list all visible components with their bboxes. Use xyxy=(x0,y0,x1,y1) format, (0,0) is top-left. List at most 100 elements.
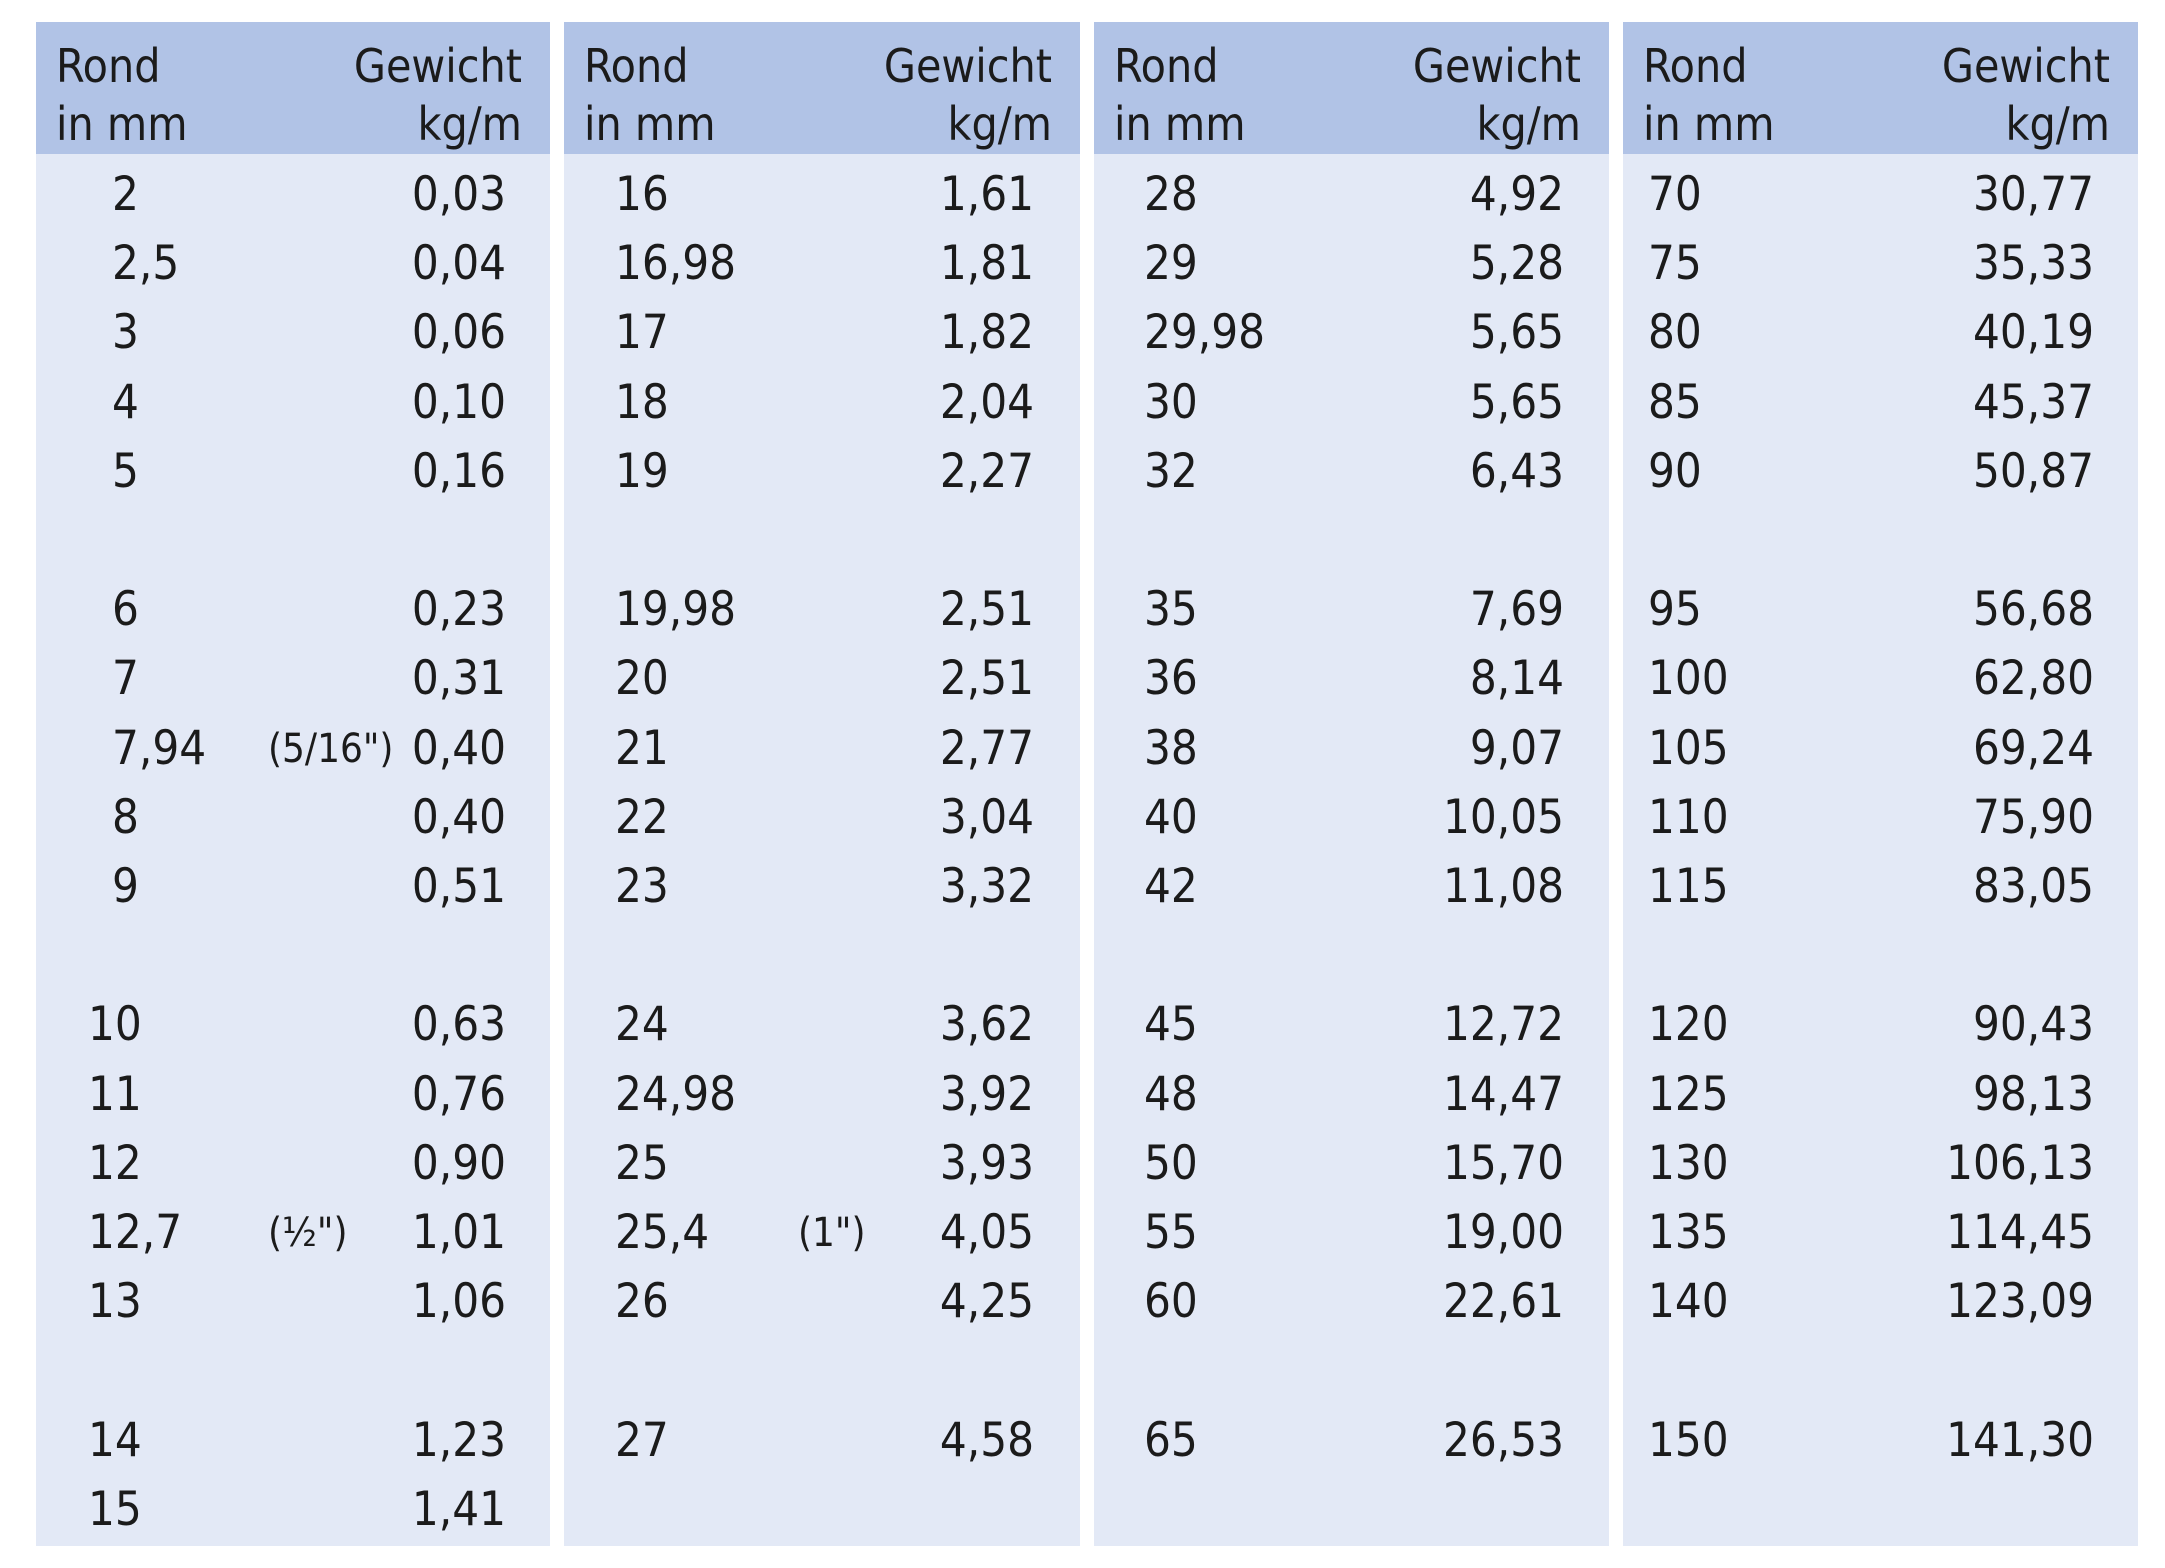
table-row: 38 9,07 xyxy=(1094,719,1609,779)
table-row: 42 11,08 xyxy=(1094,857,1609,917)
header-in-mm: in mm xyxy=(56,97,188,151)
table-row: 16,98 1,81 xyxy=(564,234,1080,294)
weight-cell: 83,05 xyxy=(1972,859,2094,914)
diameter-cell: 16 xyxy=(615,167,669,222)
diameter-cell: 19,98 xyxy=(615,582,737,637)
table-row: 2,5 0,04 xyxy=(36,234,550,294)
table-column-group: Rond in mm Gewicht kg/m 70 30,77 75 35,33 80 40,1… xyxy=(1623,22,2138,1546)
table-row: 27 4,58 xyxy=(564,1411,1080,1471)
weight-cell: 5,28 xyxy=(1469,236,1564,291)
column-header: Rond in mm Gewicht kg/m xyxy=(36,22,550,154)
diameter-cell: 26 xyxy=(615,1274,669,1329)
diameter-cell: 110 xyxy=(1648,790,1729,845)
weight-cell: 11,08 xyxy=(1442,859,1564,914)
diameter-cell: 105 xyxy=(1648,721,1729,776)
diameter-cell: 2 xyxy=(112,167,139,222)
header-rond: Rond xyxy=(1643,39,1748,93)
weight-cell: 114,45 xyxy=(1946,1205,2094,1260)
table-row: 29 5,28 xyxy=(1094,234,1609,294)
diameter-cell: 13 xyxy=(88,1274,142,1329)
weight-cell: 0,40 xyxy=(411,721,506,776)
table-row: 115 83,05 xyxy=(1623,857,2138,917)
table-row: 24,98 3,92 xyxy=(564,1065,1080,1125)
weight-cell: 10,05 xyxy=(1442,790,1564,845)
table-row: 30 5,65 xyxy=(1094,373,1609,433)
header-in-mm: in mm xyxy=(1643,97,1775,151)
weight-cell: 26,53 xyxy=(1442,1413,1564,1468)
diameter-cell: 12,7 xyxy=(88,1205,183,1260)
weight-cell: 1,61 xyxy=(939,167,1034,222)
diameter-cell: 3 xyxy=(112,305,139,360)
diameter-cell: 75 xyxy=(1648,236,1702,291)
diameter-cell: 28 xyxy=(1144,167,1198,222)
table-row: 125 98,13 xyxy=(1623,1065,2138,1125)
diameter-cell: 24,98 xyxy=(615,1067,737,1122)
table-row: 23 3,32 xyxy=(564,857,1080,917)
weight-cell: 0,04 xyxy=(411,236,506,291)
table-row: 21 2,77 xyxy=(564,719,1080,779)
table-row: 70 30,77 xyxy=(1623,165,2138,225)
diameter-cell: 42 xyxy=(1144,859,1198,914)
diameter-cell: 30 xyxy=(1144,375,1198,430)
table-row: 135 114,45 xyxy=(1623,1203,2138,1263)
diameter-cell: 25 xyxy=(615,1136,669,1191)
diameter-cell: 10 xyxy=(88,997,142,1052)
weight-cell: 15,70 xyxy=(1442,1136,1564,1191)
diameter-cell: 80 xyxy=(1648,305,1702,360)
diameter-cell: 27 xyxy=(615,1413,669,1468)
table-row: 120 90,43 xyxy=(1623,995,2138,1055)
weight-cell: 1,82 xyxy=(939,305,1034,360)
table-row: 17 1,82 xyxy=(564,303,1080,363)
table-row: 32 6,43 xyxy=(1094,442,1609,502)
diameter-cell: 50 xyxy=(1144,1136,1198,1191)
table-row: 48 14,47 xyxy=(1094,1065,1609,1125)
weight-cell: 19,00 xyxy=(1442,1205,1564,1260)
diameter-cell: 60 xyxy=(1144,1274,1198,1329)
table-row: 19,98 2,51 xyxy=(564,580,1080,640)
weight-cell: 4,05 xyxy=(939,1205,1034,1260)
diameter-cell: 48 xyxy=(1144,1067,1198,1122)
diameter-cell: 29 xyxy=(1144,236,1198,291)
table-row: 9 0,51 xyxy=(36,857,550,917)
table-row: 25 3,93 xyxy=(564,1134,1080,1194)
diameter-cell: 38 xyxy=(1144,721,1198,776)
header-rond: Rond xyxy=(584,39,689,93)
header-gewicht: Gewicht xyxy=(1412,39,1581,93)
header-gewicht: Gewicht xyxy=(883,39,1052,93)
table-row: 80 40,19 xyxy=(1623,303,2138,363)
diameter-cell: 21 xyxy=(615,721,669,776)
inch-equivalent: (5/16") xyxy=(268,726,394,772)
table-row: 75 35,33 xyxy=(1623,234,2138,294)
weight-cell: 123,09 xyxy=(1946,1274,2094,1329)
diameter-cell: 17 xyxy=(615,305,669,360)
diameter-cell: 25,4 xyxy=(615,1205,710,1260)
weight-cell: 0,03 xyxy=(411,167,506,222)
table-row: 10 0,63 xyxy=(36,995,550,1055)
diameter-cell: 125 xyxy=(1648,1067,1729,1122)
diameter-cell: 55 xyxy=(1144,1205,1198,1260)
weight-cell: 141,30 xyxy=(1946,1413,2094,1468)
table-row: 35 7,69 xyxy=(1094,580,1609,640)
header-in-mm: in mm xyxy=(1114,97,1246,151)
diameter-cell: 16,98 xyxy=(615,236,737,291)
table-row: 7 0,31 xyxy=(36,649,550,709)
table-row: 95 56,68 xyxy=(1623,580,2138,640)
diameter-cell: 130 xyxy=(1648,1136,1729,1191)
weight-cell: 8,14 xyxy=(1469,651,1564,706)
weight-cell: 0,16 xyxy=(411,444,506,499)
weight-cell: 5,65 xyxy=(1469,305,1564,360)
table-row: 40 10,05 xyxy=(1094,788,1609,848)
table-row: 130 106,13 xyxy=(1623,1134,2138,1194)
weight-cell: 22,61 xyxy=(1442,1274,1564,1329)
table-row: 36 8,14 xyxy=(1094,649,1609,709)
diameter-cell: 32 xyxy=(1144,444,1198,499)
weight-cell: 0,76 xyxy=(411,1067,506,1122)
table-row: 90 50,87 xyxy=(1623,442,2138,502)
diameter-cell: 11 xyxy=(88,1067,142,1122)
table-row: 4 0,10 xyxy=(36,373,550,433)
table-row: 65 26,53 xyxy=(1094,1411,1609,1471)
table-row: 29,98 5,65 xyxy=(1094,303,1609,363)
diameter-cell: 6 xyxy=(112,582,139,637)
weight-cell: 98,13 xyxy=(1972,1067,2094,1122)
column-header: Rond in mm Gewicht kg/m xyxy=(1094,22,1609,154)
